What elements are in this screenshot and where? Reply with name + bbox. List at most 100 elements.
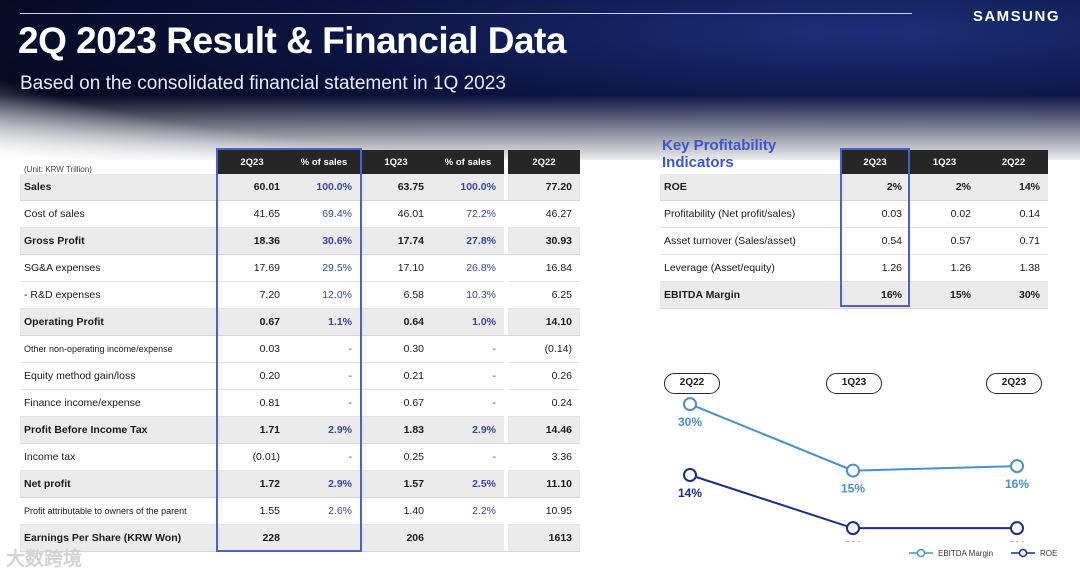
- kpi-row-label: Asset turnover (Sales/asset): [660, 227, 840, 255]
- kpi-cell-q222: 0.71: [979, 227, 1048, 255]
- col-header-2q23: 2Q23: [216, 150, 288, 174]
- kpi-title: Key Profitability Indicators: [662, 137, 777, 171]
- kpi-cell-q223: 2%: [840, 174, 910, 201]
- table-row: Gross Profit 18.36 30.6% 17.74 27.8% 30.93: [20, 227, 580, 255]
- cell-pct_q223: -: [288, 335, 360, 363]
- watermark: 大数跨境: [6, 549, 83, 570]
- row-label: Other non-operating income/expense: [20, 335, 216, 363]
- cell-q123: 0.21: [360, 362, 432, 390]
- cell-q223: 17.69: [216, 254, 288, 282]
- profitability-line-chart: 30% 15% 16% 14% 2% 2%: [678, 397, 1029, 542]
- row-label: Profit Before Income Tax: [20, 416, 216, 444]
- row-label: Earnings Per Share (KRW Won): [20, 524, 216, 552]
- col-header-pct-2q23: % of sales: [288, 150, 360, 174]
- kpi-row-label: EBITDA Margin: [660, 281, 840, 309]
- cell-q223: 0.20: [216, 362, 288, 390]
- col-gap-cell: [504, 174, 508, 201]
- table-row: - R&D expenses 7.20 12.0% 6.58 10.3% 6.25: [20, 281, 580, 309]
- cell-q223: 0.81: [216, 389, 288, 417]
- data-label: 2%: [844, 539, 862, 542]
- kpi-cell-q123: 0.57: [910, 227, 979, 255]
- cell-pct_q223: 29.5%: [288, 254, 360, 282]
- cell-q123: 1.40: [360, 497, 432, 525]
- cell-q223: (0.01): [216, 443, 288, 471]
- kpi-cell-q222: 14%: [979, 174, 1048, 201]
- page-title: 2Q 2023 Result & Financial Data: [18, 20, 566, 61]
- cell-q222: 1613: [508, 524, 580, 552]
- cell-q222: 77.20: [508, 174, 580, 201]
- data-label: 15%: [841, 482, 865, 496]
- cell-q123: 17.74: [360, 227, 432, 255]
- cell-pct_q123: 2.9%: [432, 416, 504, 444]
- cell-pct_q223: 69.4%: [288, 200, 360, 228]
- col-gap-cell: [504, 308, 508, 336]
- cell-pct_q223: -: [288, 362, 360, 390]
- kpi-header-blank: [660, 150, 840, 174]
- col-gap-cell: [504, 470, 508, 498]
- table-row: Sales 60.01 100.0% 63.75 100.0% 77.20: [20, 174, 580, 201]
- cell-q223: 60.01: [216, 174, 288, 201]
- cell-pct_q223: [288, 524, 360, 552]
- kpi-row: ROE 2% 2% 14%: [660, 174, 1048, 201]
- cell-pct_q223: 2.9%: [288, 470, 360, 498]
- category-pill-1q23: 1Q23: [826, 373, 882, 394]
- cell-q222: 6.25: [508, 281, 580, 309]
- cell-q222: 16.84: [508, 254, 580, 282]
- cell-pct_q223: 30.6%: [288, 227, 360, 255]
- cell-q222: 3.36: [508, 443, 580, 471]
- kpi-cell-q222: 0.14: [979, 200, 1048, 228]
- kpi-col-header-2q22: 2Q22: [979, 150, 1048, 174]
- data-point: [846, 521, 860, 536]
- table-row: Profit Before Income Tax 1.71 2.9% 1.83 2.9%…: [20, 416, 580, 444]
- data-label: 30%: [678, 415, 702, 429]
- legend-ebitda: EBITDA Margin: [908, 548, 993, 558]
- row-label: SG&A expenses: [20, 254, 216, 282]
- table-row: Other non-operating income/expense 0.03-0…: [20, 335, 580, 363]
- table-row: Equity method gain/loss 0.20-0.21-0.26: [20, 362, 580, 390]
- row-label: Net profit: [20, 470, 216, 498]
- table-row: Profit attributable to owners of the par…: [20, 497, 580, 525]
- table-row: SG&A expenses 17.69 29.5% 17.10 26.8% 16.84: [20, 254, 580, 282]
- cell-pct_q123: -: [432, 443, 504, 471]
- cell-q123: 0.67: [360, 389, 432, 417]
- brand-logo: SAMSUNG: [972, 8, 1060, 25]
- cell-q123: 17.10: [360, 254, 432, 282]
- cell-q222: 11.10: [508, 470, 580, 498]
- cell-q223: 228: [216, 524, 288, 552]
- cell-q123: 1.83: [360, 416, 432, 444]
- kpi-row-label: Leverage (Asset/equity): [660, 254, 840, 282]
- legend-ebitda-label: EBITDA Margin: [938, 548, 994, 558]
- category-pill-2q23: 2Q23: [986, 373, 1042, 394]
- row-label: Sales: [20, 174, 216, 201]
- row-label: Income tax: [20, 443, 216, 471]
- table-row: Earnings Per Share (KRW Won) 228 206 1613: [20, 524, 580, 552]
- cell-q223: 0.03: [216, 335, 288, 363]
- table-row: Operating Profit 0.67 1.1% 0.64 1.0% 14.10: [20, 308, 580, 336]
- cell-pct_q223: 100.0%: [288, 174, 360, 201]
- table-row: Income tax (0.01) -0.25-3.36: [20, 443, 580, 471]
- kpi-row: Leverage (Asset/equity) 1.26 1.26 1.38: [660, 254, 1048, 282]
- cell-q222: (0.14): [508, 335, 580, 363]
- cell-q222: 30.93: [508, 227, 580, 255]
- kpi-cell-q223: 1.26: [840, 254, 910, 282]
- kpi-header-row: 2Q23 1Q23 2Q22: [660, 150, 1048, 174]
- kpi-row-label: ROE: [660, 174, 840, 201]
- kpi-row: Asset turnover (Sales/asset) 0.54 0.57 0.71: [660, 227, 1048, 255]
- cell-q223: 0.67: [216, 308, 288, 336]
- cell-q223: 1.72: [216, 470, 288, 498]
- cell-pct_q123: 1.0%: [432, 308, 504, 336]
- cell-q123: 0.30: [360, 335, 432, 363]
- cell-q222: 0.24: [508, 389, 580, 417]
- cell-pct_q123: 10.3%: [432, 281, 504, 309]
- series-line-0: [689, 403, 1018, 472]
- income-header-row: (Unit: KRW Trillion) 2Q23 % of sales 1Q2…: [20, 150, 580, 174]
- cell-pct_q123: 100.0%: [432, 174, 504, 201]
- data-point: [846, 463, 860, 478]
- legend-ebitda-marker: [909, 548, 933, 558]
- row-label: - R&D expenses: [20, 281, 216, 309]
- kpi-cell-q223: 0.03: [840, 200, 910, 228]
- cell-q123: 6.58: [360, 281, 432, 309]
- cell-pct_q223: 2.6%: [288, 497, 360, 525]
- col-gap-cell: [504, 227, 508, 255]
- cell-pct_q123: 2.2%: [432, 497, 504, 525]
